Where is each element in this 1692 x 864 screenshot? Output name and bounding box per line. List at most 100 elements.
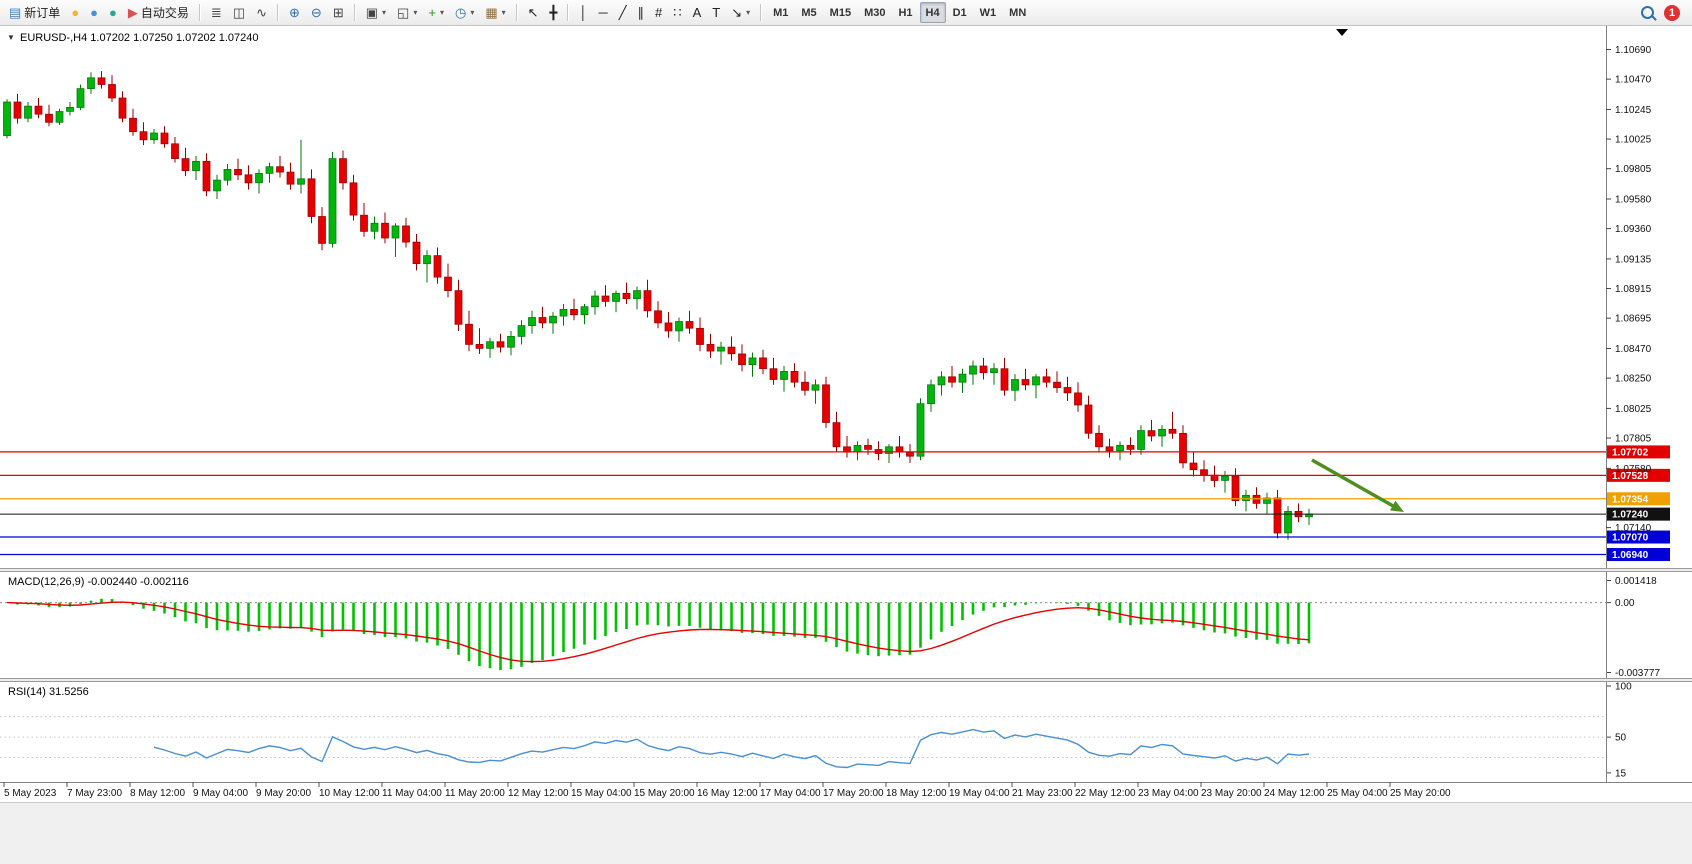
add-indicator-icon: + (428, 5, 436, 20)
add-indicator-button[interactable]: + ▾ (423, 1, 449, 24)
time-axis-label: 16 May 12:00 (697, 788, 758, 799)
notification-badge[interactable]: 1 (1664, 4, 1680, 21)
periods-button[interactable]: ◷ ▾ (450, 1, 479, 24)
search-icon[interactable] (1641, 6, 1654, 19)
support-button[interactable]: ● (104, 1, 122, 24)
auto-trading-button[interactable]: ▶ 自动交易 (123, 1, 194, 24)
svg-text:1.10245: 1.10245 (1615, 105, 1652, 116)
time-axis-label: 10 May 12:00 (319, 788, 380, 799)
bar-chart-button[interactable]: ≣ (206, 1, 227, 24)
svg-text:1.06940: 1.06940 (1612, 550, 1649, 561)
auto-trading-icon: ▶ (127, 5, 138, 20)
trend-arrow-head[interactable] (1390, 500, 1404, 512)
time-axis-label: 23 May 20:00 (1201, 788, 1262, 799)
timeframe-m30[interactable]: M30 (864, 6, 886, 19)
text-button[interactable]: A (688, 1, 707, 24)
rsi-header: RSI(14) 31.5256 (8, 686, 89, 698)
timeframe-d1[interactable]: D1 (952, 6, 967, 19)
zoom-out-icon: ⊖ (310, 5, 322, 20)
chart-window: 0.001418 0.00 -0.003777 100 50 15 1.07702 1.0… (0, 26, 1692, 864)
timeframe-mn[interactable]: MN (1009, 6, 1027, 19)
dropdown-caret-icon: ▾ (413, 8, 418, 17)
trendline-button[interactable]: ╱ (614, 1, 632, 24)
chart-profiles-button[interactable]: ◱ ▾ (392, 1, 422, 24)
periods-icon: ◷ (454, 5, 467, 20)
time-axis-label: 15 May 04:00 (571, 788, 632, 799)
profile-icon: ● (90, 5, 99, 20)
promotions-button[interactable]: ● (66, 1, 84, 24)
svg-text:1.08025: 1.08025 (1615, 404, 1652, 415)
macd-panel: 0.001418 0.00 -0.003777 (0, 576, 1660, 679)
vertical-line-button[interactable]: │ (574, 1, 592, 24)
time-axis-label: 5 May 2023 (4, 788, 57, 799)
new-order-icon: ▤ (9, 5, 22, 20)
time-axis-label: 17 May 20:00 (823, 788, 884, 799)
dropdown-caret-icon: ▾ (439, 8, 444, 17)
line-chart-button[interactable]: ∿ (251, 1, 272, 24)
zoom-out-button[interactable]: ⊖ (306, 1, 327, 24)
toolbar-right-cluster: 1 (1641, 4, 1688, 21)
svg-text:1.09805: 1.09805 (1615, 164, 1652, 175)
svg-text:1.07528: 1.07528 (1612, 471, 1649, 482)
toolbar-separator (760, 4, 763, 21)
crosshair-icon: ╋ (549, 5, 558, 20)
arrows-button[interactable]: ↘ ▾ (726, 1, 755, 24)
chart-background (0, 26, 1692, 864)
time-axis-label: 11 May 20:00 (445, 788, 505, 799)
svg-text:1.07240: 1.07240 (1612, 510, 1649, 521)
svg-text:1.09135: 1.09135 (1615, 254, 1652, 265)
rsi-panel: 100 50 15 (0, 682, 1632, 779)
timeframe-m5[interactable]: M5 (801, 6, 817, 19)
vertical-line-icon: │ (579, 5, 588, 20)
zoom-in-button[interactable]: ⊕ (284, 1, 305, 24)
new-chart-button[interactable]: ▣ ▾ (361, 1, 391, 24)
svg-text:1.08250: 1.08250 (1615, 374, 1652, 385)
svg-text:0.001418: 0.001418 (1615, 576, 1657, 587)
timeframe-h1[interactable]: H1 (898, 6, 913, 19)
timeframe-h4[interactable]: H4 (919, 2, 946, 23)
fibonacci-button[interactable]: # (650, 1, 667, 24)
zoom-in-icon: ⊕ (289, 5, 300, 20)
shapes-button[interactable]: ∷ (668, 1, 686, 24)
dropdown-caret-icon: ▾ (470, 8, 475, 17)
main-toolbar: ▤ 新订单 ● ● ● ▶ 自动交易 ≣ ◫ ∿ ⊕ ⊖ ⊞ ▣ ▾ ◱ ▾ + ▾ ◷ ▾ ▦ ▾ ↖ ╋ │ ─ ╱ ∥ # ∷ A T ↘ ▾… (0, 0, 1692, 26)
templates-icon: ▦ (485, 5, 498, 20)
text-label-button[interactable]: T (707, 1, 725, 24)
time-axis-label: 22 May 12:00 (1075, 788, 1136, 799)
svg-text:50: 50 (1615, 733, 1627, 744)
macd-header: MACD(12,26,9) -0.002440 -0.002116 (8, 576, 189, 588)
profile-button[interactable]: ● (85, 1, 103, 24)
svg-text:1.07702: 1.07702 (1612, 447, 1649, 458)
candlestick-icon: ◫ (232, 5, 246, 20)
trend-arrow[interactable] (1311, 458, 1395, 509)
time-axis-label: 25 May 20:00 (1390, 788, 1451, 799)
timeframe-w1[interactable]: W1 (979, 6, 997, 19)
channel-button[interactable]: ∥ (633, 1, 650, 24)
templates-button[interactable]: ▦ ▾ (480, 1, 510, 24)
toolbar-separator (198, 4, 201, 21)
timeframe-group: M1 M5 M15 M30 H1 H4 D1 W1 MN (767, 2, 1032, 23)
timeframe-m15[interactable]: M15 (829, 6, 852, 19)
horizontal-line-button[interactable]: ─ (594, 1, 613, 24)
crosshair-button[interactable]: ╋ (545, 1, 563, 24)
cursor-button[interactable]: ↖ (523, 1, 544, 24)
time-axis-label: 12 May 12:00 (508, 788, 569, 799)
time-axis-label: 23 May 04:00 (1138, 788, 1199, 799)
new-order-button[interactable]: ▤ 新订单 (4, 1, 65, 24)
toolbar-separator (353, 4, 356, 21)
text-icon: A (692, 5, 702, 20)
shapes-icon: ∷ (673, 5, 682, 20)
svg-text:1.07140: 1.07140 (1615, 523, 1652, 534)
svg-text:1.07805: 1.07805 (1615, 434, 1652, 445)
promotions-icon: ● (71, 5, 80, 20)
tile-windows-button[interactable]: ⊞ (328, 1, 349, 24)
candlestick-chart-button[interactable]: ◫ (228, 1, 250, 24)
svg-text:1.07354: 1.07354 (1612, 494, 1649, 505)
svg-text:1.07580: 1.07580 (1615, 464, 1652, 475)
axes-layer: 1.07702 1.07528 1.07354 1.07070 1.06940 1.072… (0, 26, 1692, 799)
trendline-icon: ╱ (618, 5, 627, 20)
svg-text:1.08695: 1.08695 (1615, 314, 1652, 325)
timeframe-m1[interactable]: M1 (773, 6, 789, 19)
chart-collapse-icon[interactable]: ▼ (7, 33, 15, 42)
